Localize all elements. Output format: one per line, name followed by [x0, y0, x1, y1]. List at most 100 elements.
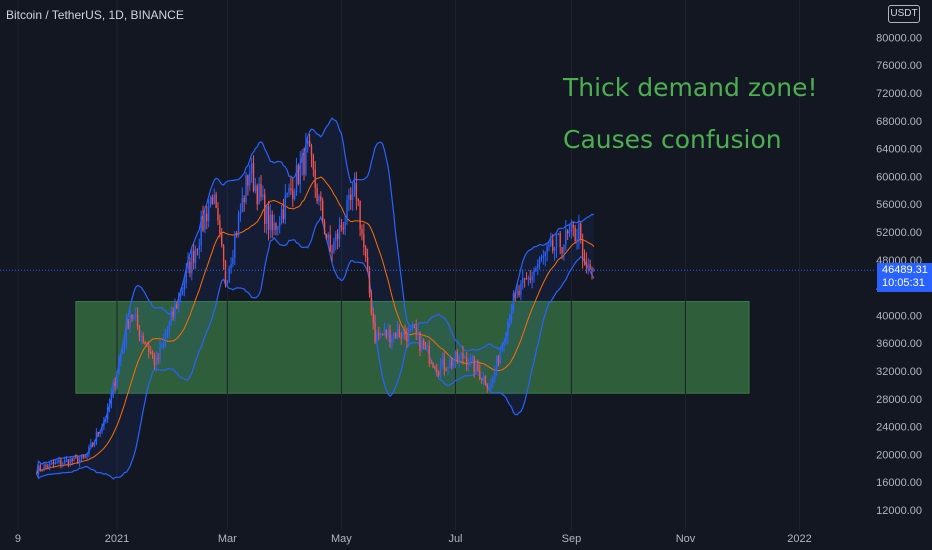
candle-body — [71, 459, 73, 461]
candle-body — [413, 327, 416, 329]
price-tick-label: 80000.00 — [876, 32, 922, 44]
candle-body — [303, 152, 305, 175]
candle-body — [361, 229, 363, 235]
candle-body — [411, 327, 414, 329]
price-tick-label: 72000.00 — [876, 88, 922, 100]
time-tick-label: Nov — [676, 533, 696, 545]
candle-body — [80, 455, 83, 460]
candle-body — [271, 214, 273, 231]
candle-body — [129, 314, 131, 329]
candle-body — [538, 258, 541, 264]
candle-body — [477, 362, 479, 371]
candle-body — [408, 329, 410, 342]
candle-body — [265, 205, 268, 224]
candle-body — [426, 345, 429, 347]
candle-body — [103, 421, 105, 427]
candle-body — [292, 189, 294, 200]
candle-body — [365, 247, 367, 258]
candle-body — [123, 342, 126, 347]
candle-body — [202, 216, 204, 231]
candle-body — [495, 356, 498, 372]
candle-body — [381, 334, 384, 336]
candle-body — [226, 281, 229, 285]
candle-body — [503, 343, 505, 346]
candle-body — [537, 263, 539, 269]
chart-title: Bitcoin / TetherUS, 1D, BINANCE — [6, 8, 184, 22]
candle-body — [116, 374, 118, 386]
candle-body — [510, 310, 513, 321]
candle-body — [443, 358, 445, 370]
price-tick-label: 52000.00 — [876, 227, 922, 239]
candle-body — [284, 195, 286, 219]
candle-body — [198, 245, 200, 250]
candle-body — [252, 163, 255, 191]
candle-body — [400, 336, 402, 339]
candle-body — [62, 463, 64, 465]
candle-body — [488, 387, 490, 389]
last-price-tag: 46489.31 10:05:31 — [877, 263, 932, 292]
candle-body — [280, 209, 283, 223]
candle-body — [366, 257, 369, 269]
candle-body — [482, 376, 485, 380]
candle-body — [338, 224, 341, 240]
candle-body — [465, 357, 468, 366]
candle-body — [235, 234, 238, 236]
candle-body — [385, 330, 387, 338]
candle-body — [492, 378, 494, 385]
candle-body — [505, 336, 507, 344]
currency-badge[interactable]: USDT — [888, 5, 920, 23]
time-tick-label: 2021 — [105, 533, 129, 545]
candle-body — [52, 462, 55, 465]
candle-body — [329, 234, 331, 252]
candle-body — [509, 320, 511, 322]
candle-body — [206, 213, 208, 221]
candle-body — [286, 192, 288, 196]
candle-body — [419, 331, 421, 351]
candle-body — [211, 197, 214, 204]
candle-body — [204, 213, 206, 231]
candle-body — [546, 246, 548, 252]
candle-body — [312, 155, 315, 170]
candle-body — [469, 357, 472, 365]
candle-body — [127, 321, 129, 329]
candle-body — [262, 194, 264, 197]
price-tick-label: 68000.00 — [876, 116, 922, 128]
candle-body — [456, 351, 459, 361]
candle-body — [164, 336, 167, 340]
candle-body — [82, 455, 85, 458]
candle-body — [239, 211, 242, 214]
candle-body — [260, 184, 262, 197]
candle-body — [348, 194, 350, 200]
candle-body — [368, 268, 371, 293]
candle-body — [47, 466, 49, 468]
candle-body — [264, 194, 266, 224]
candle-body — [247, 175, 249, 186]
time-axis[interactable]: 9 2021 Mar May Jul Sep Nov 2022 — [0, 530, 932, 550]
candle-body — [75, 456, 77, 458]
candle-body — [308, 140, 311, 146]
candle-body — [221, 233, 223, 246]
candle-body — [391, 337, 393, 343]
candle-body — [288, 188, 290, 193]
candle-body — [378, 333, 380, 336]
bollinger-lower — [36, 215, 595, 480]
candle-body — [507, 321, 509, 337]
candle-body — [172, 311, 174, 317]
candle-body — [267, 205, 270, 230]
candle-body — [320, 196, 322, 201]
candle-body — [93, 441, 96, 445]
candle-body — [396, 328, 399, 339]
candle-body — [181, 290, 184, 296]
candle-body — [363, 234, 365, 248]
candle-body — [209, 197, 212, 207]
candle-body — [110, 392, 113, 404]
candle-body — [445, 369, 447, 371]
candle-body — [293, 192, 296, 200]
candle-body — [60, 459, 62, 465]
candle-body — [275, 223, 277, 230]
candle-body — [50, 462, 53, 464]
candle-body — [409, 328, 412, 330]
candle-body — [178, 296, 180, 309]
candle-body — [97, 431, 99, 434]
candle-body — [121, 346, 124, 354]
